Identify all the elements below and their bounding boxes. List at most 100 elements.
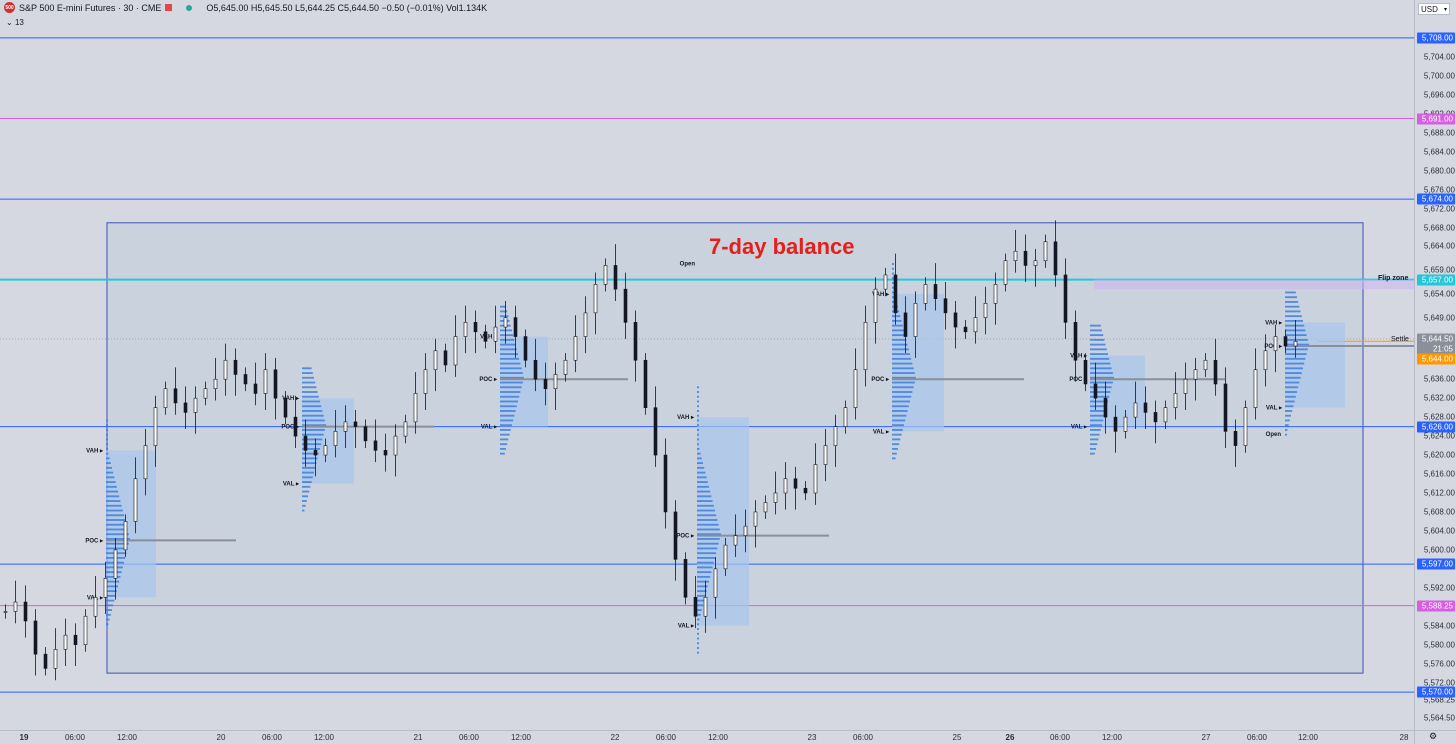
profile-bar	[892, 324, 903, 327]
profile-bar	[106, 481, 116, 484]
profile-bar	[1285, 419, 1290, 422]
profile-bar	[500, 424, 512, 427]
profile-vah-label: VAH ▸	[480, 335, 498, 341]
currency-label: USD	[1421, 4, 1438, 14]
candle-body	[923, 284, 928, 304]
profile-bar	[106, 424, 108, 427]
candle-body	[933, 284, 938, 299]
symbol-header: 500 S&P 500 E-mini Futures · 30 · CME O5…	[4, 2, 487, 13]
profile-bar	[106, 443, 108, 446]
profile-bar	[697, 594, 706, 597]
candle-body	[1203, 359, 1208, 371]
axis-settings-corner[interactable]: ⚙	[1414, 730, 1456, 744]
time-axis[interactable]: 19 06:00 12:00 20 06:00 12:00 21 06:00 12:00 22 06…	[0, 730, 1414, 744]
profile-bar	[892, 272, 894, 275]
candle-body	[1023, 250, 1028, 266]
profile-bar	[302, 381, 316, 384]
time-tick: 06:00	[261, 733, 283, 742]
profile-bar	[697, 585, 708, 588]
currency-select[interactable]: USD ▾	[1418, 3, 1450, 15]
candle-body	[453, 336, 458, 366]
candle-body	[593, 284, 598, 314]
candle-body	[153, 407, 158, 446]
price-tick: 5,649.00	[1423, 313, 1455, 323]
time-tick: 06:00	[1049, 733, 1071, 742]
profile-bar	[106, 590, 117, 593]
profile-bar	[697, 651, 699, 654]
profile-bar	[697, 452, 701, 455]
indicator-toggle[interactable]: ⌄ 13	[6, 18, 24, 27]
market-status-icon[interactable]	[186, 4, 193, 11]
candle-body	[803, 487, 808, 494]
profile-bar	[500, 452, 505, 455]
candle-body	[163, 388, 168, 408]
profile-bar	[106, 433, 108, 436]
profile-bar	[1090, 362, 1111, 365]
candle-body	[1103, 397, 1108, 418]
profile-bar	[697, 424, 699, 427]
profile-bar	[500, 419, 514, 422]
profile-bar	[302, 504, 306, 507]
profile-bar	[106, 447, 108, 450]
candle-body	[373, 440, 378, 451]
profile-bar	[106, 476, 115, 479]
profile-bar	[500, 357, 520, 360]
profile-bar	[892, 443, 900, 446]
candle-body	[1053, 241, 1058, 276]
profile-bar	[892, 334, 906, 337]
profile-bar	[697, 391, 699, 393]
profile-poc-label: POC ▸	[1264, 344, 1283, 350]
profile-bar	[302, 419, 325, 422]
time-tick: 06:00	[1246, 733, 1268, 742]
profile-bar	[1285, 372, 1302, 374]
profile-val-label: VAL ▸	[481, 425, 498, 431]
profile-bar	[302, 466, 316, 469]
candle-body	[963, 326, 968, 333]
profile-bar	[1285, 367, 1303, 370]
profile-bar	[892, 414, 907, 417]
profile-bar	[1285, 291, 1296, 294]
chart-area[interactable]: VAH ▸ POC ▸ VAL ▸ VAH ▸ POC ▸ VAL ▸ VAH ▸ POC ▸…	[0, 0, 1414, 730]
price-tick: 5,636.00	[1423, 374, 1455, 384]
profile-bar	[1090, 343, 1106, 346]
candle-body	[503, 317, 508, 328]
price-chart[interactable]: VAH ▸ POC ▸ VAL ▸ VAH ▸ POC ▸ VAL ▸ VAH ▸ POC ▸…	[0, 0, 1414, 730]
profile-bar	[106, 495, 120, 498]
profile-bar	[302, 476, 313, 479]
profile-bar	[106, 575, 121, 578]
profile-bar	[697, 528, 720, 531]
profile-bar	[500, 367, 522, 370]
profile-bar	[697, 509, 715, 512]
time-tick: 28	[1399, 733, 1409, 742]
flag-icon[interactable]	[165, 4, 173, 11]
profile-bar	[500, 386, 522, 389]
profile-bar	[106, 462, 111, 465]
profile-bar	[106, 623, 109, 626]
profile-bar	[1090, 433, 1100, 436]
candle-body	[1283, 336, 1288, 347]
symbol-logo-icon[interactable]: 500	[4, 2, 15, 13]
settings-icon[interactable]: ⚙	[1429, 731, 1438, 741]
profile-bar	[892, 343, 908, 346]
symbol-title[interactable]: S&P 500 E-mini Futures · 30 · CME	[19, 2, 162, 13]
candle-body	[1003, 260, 1008, 285]
profile-bar	[697, 476, 707, 479]
profile-poc-label: POC ▸	[85, 538, 104, 544]
profile-poc-label: POC ▸	[479, 377, 498, 383]
profile-bar	[697, 599, 705, 602]
profile-bar	[892, 395, 912, 398]
profile-bar	[697, 485, 709, 488]
profile-val-label: VAL ▸	[1071, 425, 1088, 431]
candle-body	[763, 502, 768, 513]
price-axis[interactable]: 5,704.005,700.005,696.005,692.005,688.00…	[1414, 0, 1456, 730]
profile-bar	[697, 533, 721, 536]
candle-body	[333, 431, 338, 446]
candle-body	[1263, 350, 1268, 371]
flip-zone-label: Flip zone	[1378, 275, 1409, 282]
profile-bar	[500, 410, 516, 412]
profile-bar	[1285, 400, 1295, 403]
profile-bar	[697, 604, 703, 607]
profile-bar	[500, 362, 521, 365]
profile-bar	[106, 613, 111, 616]
profile-val-label: VAL ▸	[1266, 406, 1283, 412]
